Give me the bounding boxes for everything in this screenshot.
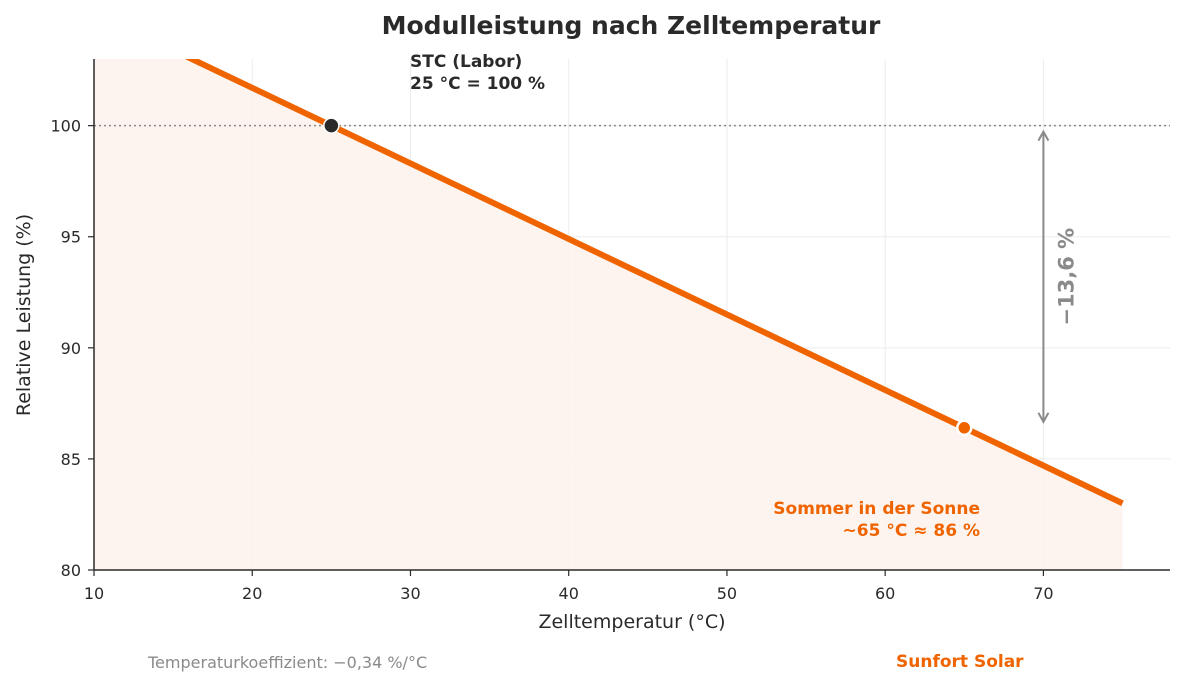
chart-title: Modulleistung nach Zelltemperatur [382, 11, 881, 40]
x-tick-label: 10 [84, 584, 104, 603]
chart: Modulleistung nach Zelltemperatur −13,6 … [13, 11, 1170, 633]
delta-arrow [1037, 129, 1050, 424]
axes: 10 20 30 40 50 60 70 80 85 90 95 100 [50, 59, 1170, 603]
stc-label-line2: 25 °C = 100 % [410, 74, 545, 94]
y-axis-label: Relative Leistung (%) [13, 214, 35, 416]
x-axis-label: Zelltemperatur (°C) [538, 611, 725, 633]
brand-logo-text: Sunfort Solar [896, 652, 1024, 672]
x-tick-label: 70 [1033, 584, 1053, 603]
y-tick-label: 95 [61, 228, 81, 247]
y-tick-label: 85 [61, 450, 81, 469]
point-summer [956, 419, 973, 437]
point-stc [323, 117, 340, 134]
summer-label-line2: ~65 °C ≈ 86 % [843, 521, 981, 541]
x-tick-label: 30 [400, 584, 420, 603]
delta-arrow-head-down [1037, 412, 1050, 424]
y-tick-label: 80 [61, 561, 81, 580]
x-tick-label: 50 [717, 584, 737, 603]
series-line [184, 59, 1124, 507]
footer-note: Temperaturkoeffizient: −0,34 %/°C [148, 653, 428, 672]
x-tick-label: 60 [875, 584, 895, 603]
y-tick-label: 90 [61, 339, 81, 358]
x-tick-label: 20 [242, 584, 262, 603]
x-tick-label: 40 [559, 584, 579, 603]
area-fill [94, 59, 1123, 570]
delta-label: −13,6 % [1054, 228, 1078, 326]
y-tick-label: 100 [50, 117, 81, 136]
delta-arrow-head-up [1037, 129, 1050, 142]
points [323, 117, 973, 437]
stc-label-line1: STC (Labor) [410, 52, 522, 72]
summer-label-line1: Sommer in der Sonne [773, 499, 980, 519]
